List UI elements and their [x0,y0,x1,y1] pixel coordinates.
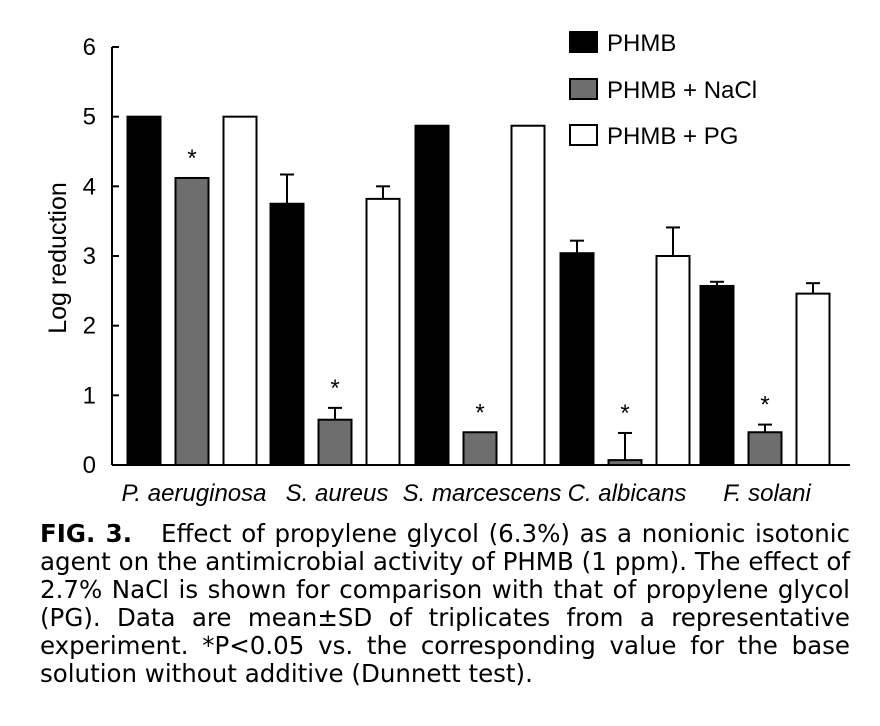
caption-text: Effect of propylene glycol (6.3%) as a n… [40,519,850,688]
legend-swatch [569,124,598,146]
bar [269,202,305,466]
y-tick-label: 3 [83,243,96,270]
bar [222,115,258,467]
figure-caption: FIG. 3. Effect of propylene glycol (6.3%… [40,520,850,688]
significance-mark: * [475,399,484,426]
significance-mark: * [620,400,629,427]
bar [462,431,498,466]
y-tick-label: 0 [83,452,96,479]
caption-label: FIG. 3. [40,519,133,548]
significance-mark: * [187,145,196,172]
y-tick-label: 6 [83,34,96,61]
legend-swatch [569,78,598,100]
bar-chart: 0 1 2 3 4 5 6 * * * * * P. aeruginosa S. aureus S. m… [44,30,850,507]
y-axis-label: Log reduction [44,182,72,334]
bar [510,124,546,467]
bar [126,115,162,467]
x-axis: P. aeruginosa S. aureus S. marcescens C. al… [112,464,850,507]
y-tick-label: 5 [83,104,96,131]
x-tick-label: S. marcescens [403,480,562,507]
x-tick-label: S. aureus [286,480,389,507]
y-tick-label: 2 [83,313,96,340]
bar [317,418,353,467]
legend: PHMB PHMB + NaCl PHMB + PG [569,30,757,150]
bar [795,292,831,466]
bar [699,284,735,466]
bar [174,176,210,466]
legend-label: PHMB + PG [607,123,738,150]
y-tick-label: 4 [83,173,96,200]
bar [655,255,691,466]
y-tick-label: 1 [83,382,96,409]
bars: * * * * * [126,115,831,467]
x-tick-label: P. aeruginosa [121,480,266,507]
legend-label: PHMB + NaCl [607,77,757,104]
y-axis: 0 1 2 3 4 5 6 [83,34,119,479]
significance-mark: * [760,392,769,419]
x-tick-label: C. albicans [568,480,687,507]
bar [414,124,450,467]
bar [365,197,401,467]
legend-swatch [569,31,598,53]
x-tick-label: F. solani [723,480,811,507]
legend-label: PHMB [607,30,676,57]
significance-mark: * [330,375,339,402]
bar [559,252,595,466]
bar [747,431,783,466]
